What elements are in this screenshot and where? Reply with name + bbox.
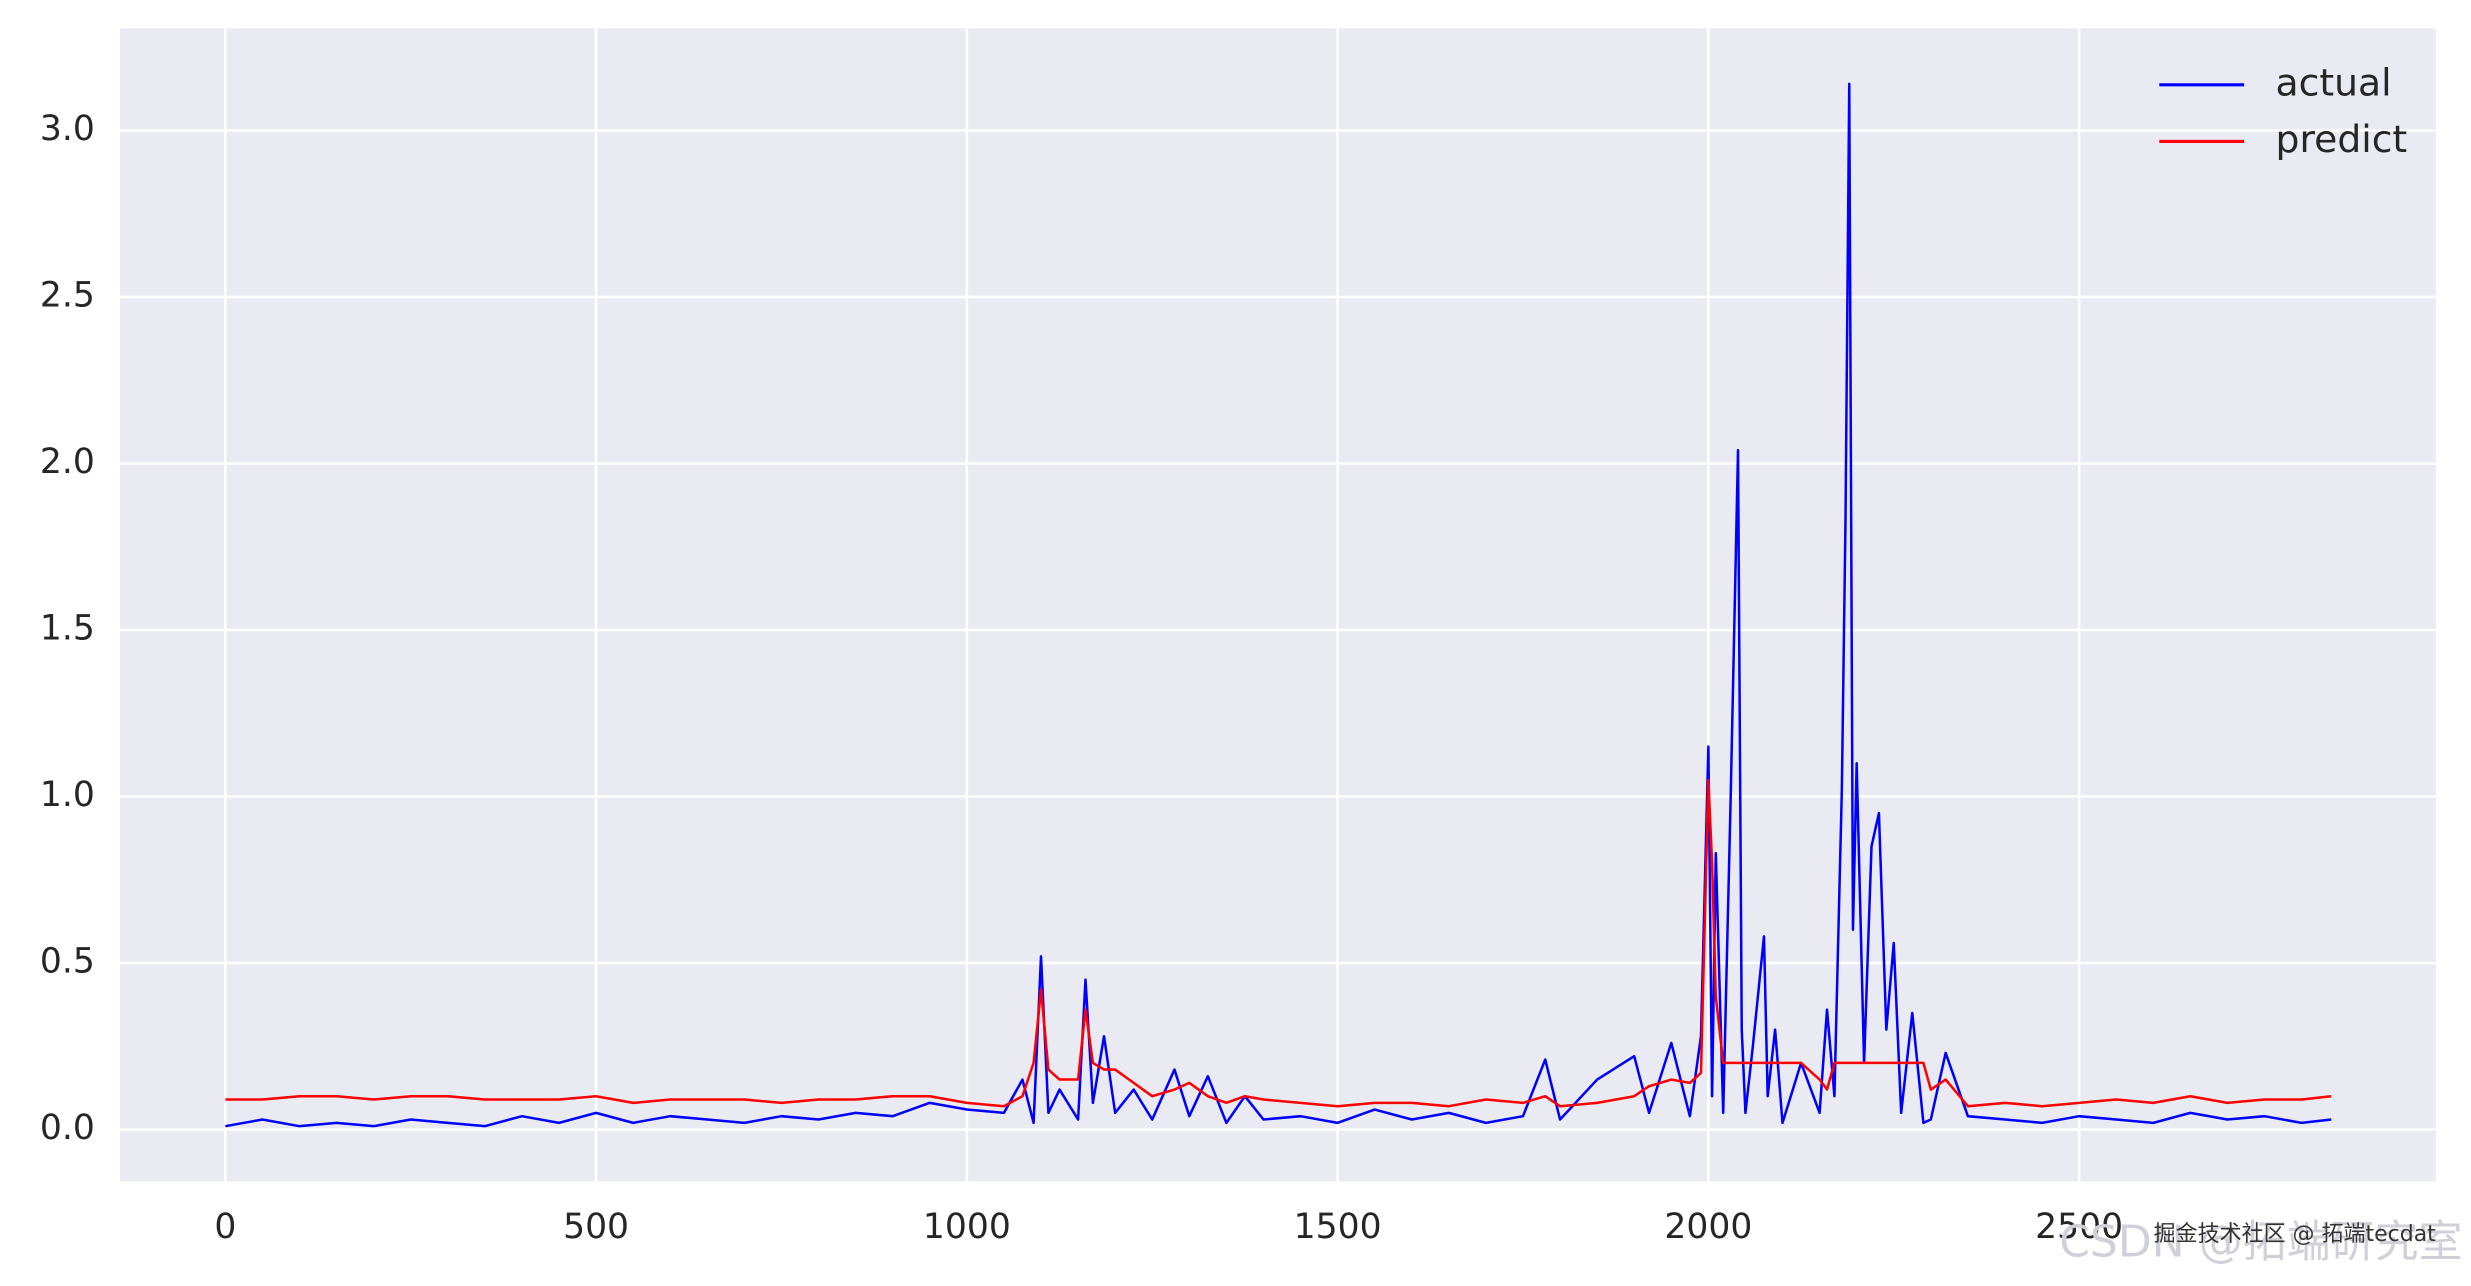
- y-tick-label: 1.0: [40, 775, 95, 815]
- plot-area: [120, 28, 2436, 1182]
- series-line: [225, 778, 2332, 1108]
- series-line: [225, 82, 2332, 1128]
- legend: actual predict: [2159, 60, 2407, 161]
- watermark: CSDN @拓端研究室: [2059, 1216, 2462, 1267]
- ticks: 0.0 0.5 1.0 1.5 2.0 2.5 3.0 0 500 1000 1500 2000 250…: [40, 109, 2123, 1247]
- y-tick-label: 0.5: [40, 942, 95, 982]
- y-tick-label: 1.5: [40, 609, 95, 649]
- y-tick-label: 0.0: [40, 1108, 95, 1148]
- grid: [120, 28, 2436, 1182]
- x-tick-label: 0: [214, 1207, 236, 1247]
- watermark: 掘金技术社区 @ 拓端tecdat: [2154, 1222, 2436, 1247]
- x-tick-label: 1000: [923, 1207, 1011, 1247]
- x-tick-label: 2500: [2035, 1207, 2123, 1247]
- y-tick-label: 2.0: [40, 442, 95, 482]
- lines: [225, 82, 2332, 1128]
- x-tick-label: 500: [563, 1207, 629, 1247]
- legend-label: actual: [2276, 60, 2392, 104]
- y-tick-label: 3.0: [40, 109, 95, 149]
- y-tick-label: 2.5: [40, 276, 95, 316]
- x-tick-label: 2000: [1664, 1207, 1752, 1247]
- legend-label: predict: [2276, 117, 2408, 161]
- x-tick-label: 1500: [1294, 1207, 1382, 1247]
